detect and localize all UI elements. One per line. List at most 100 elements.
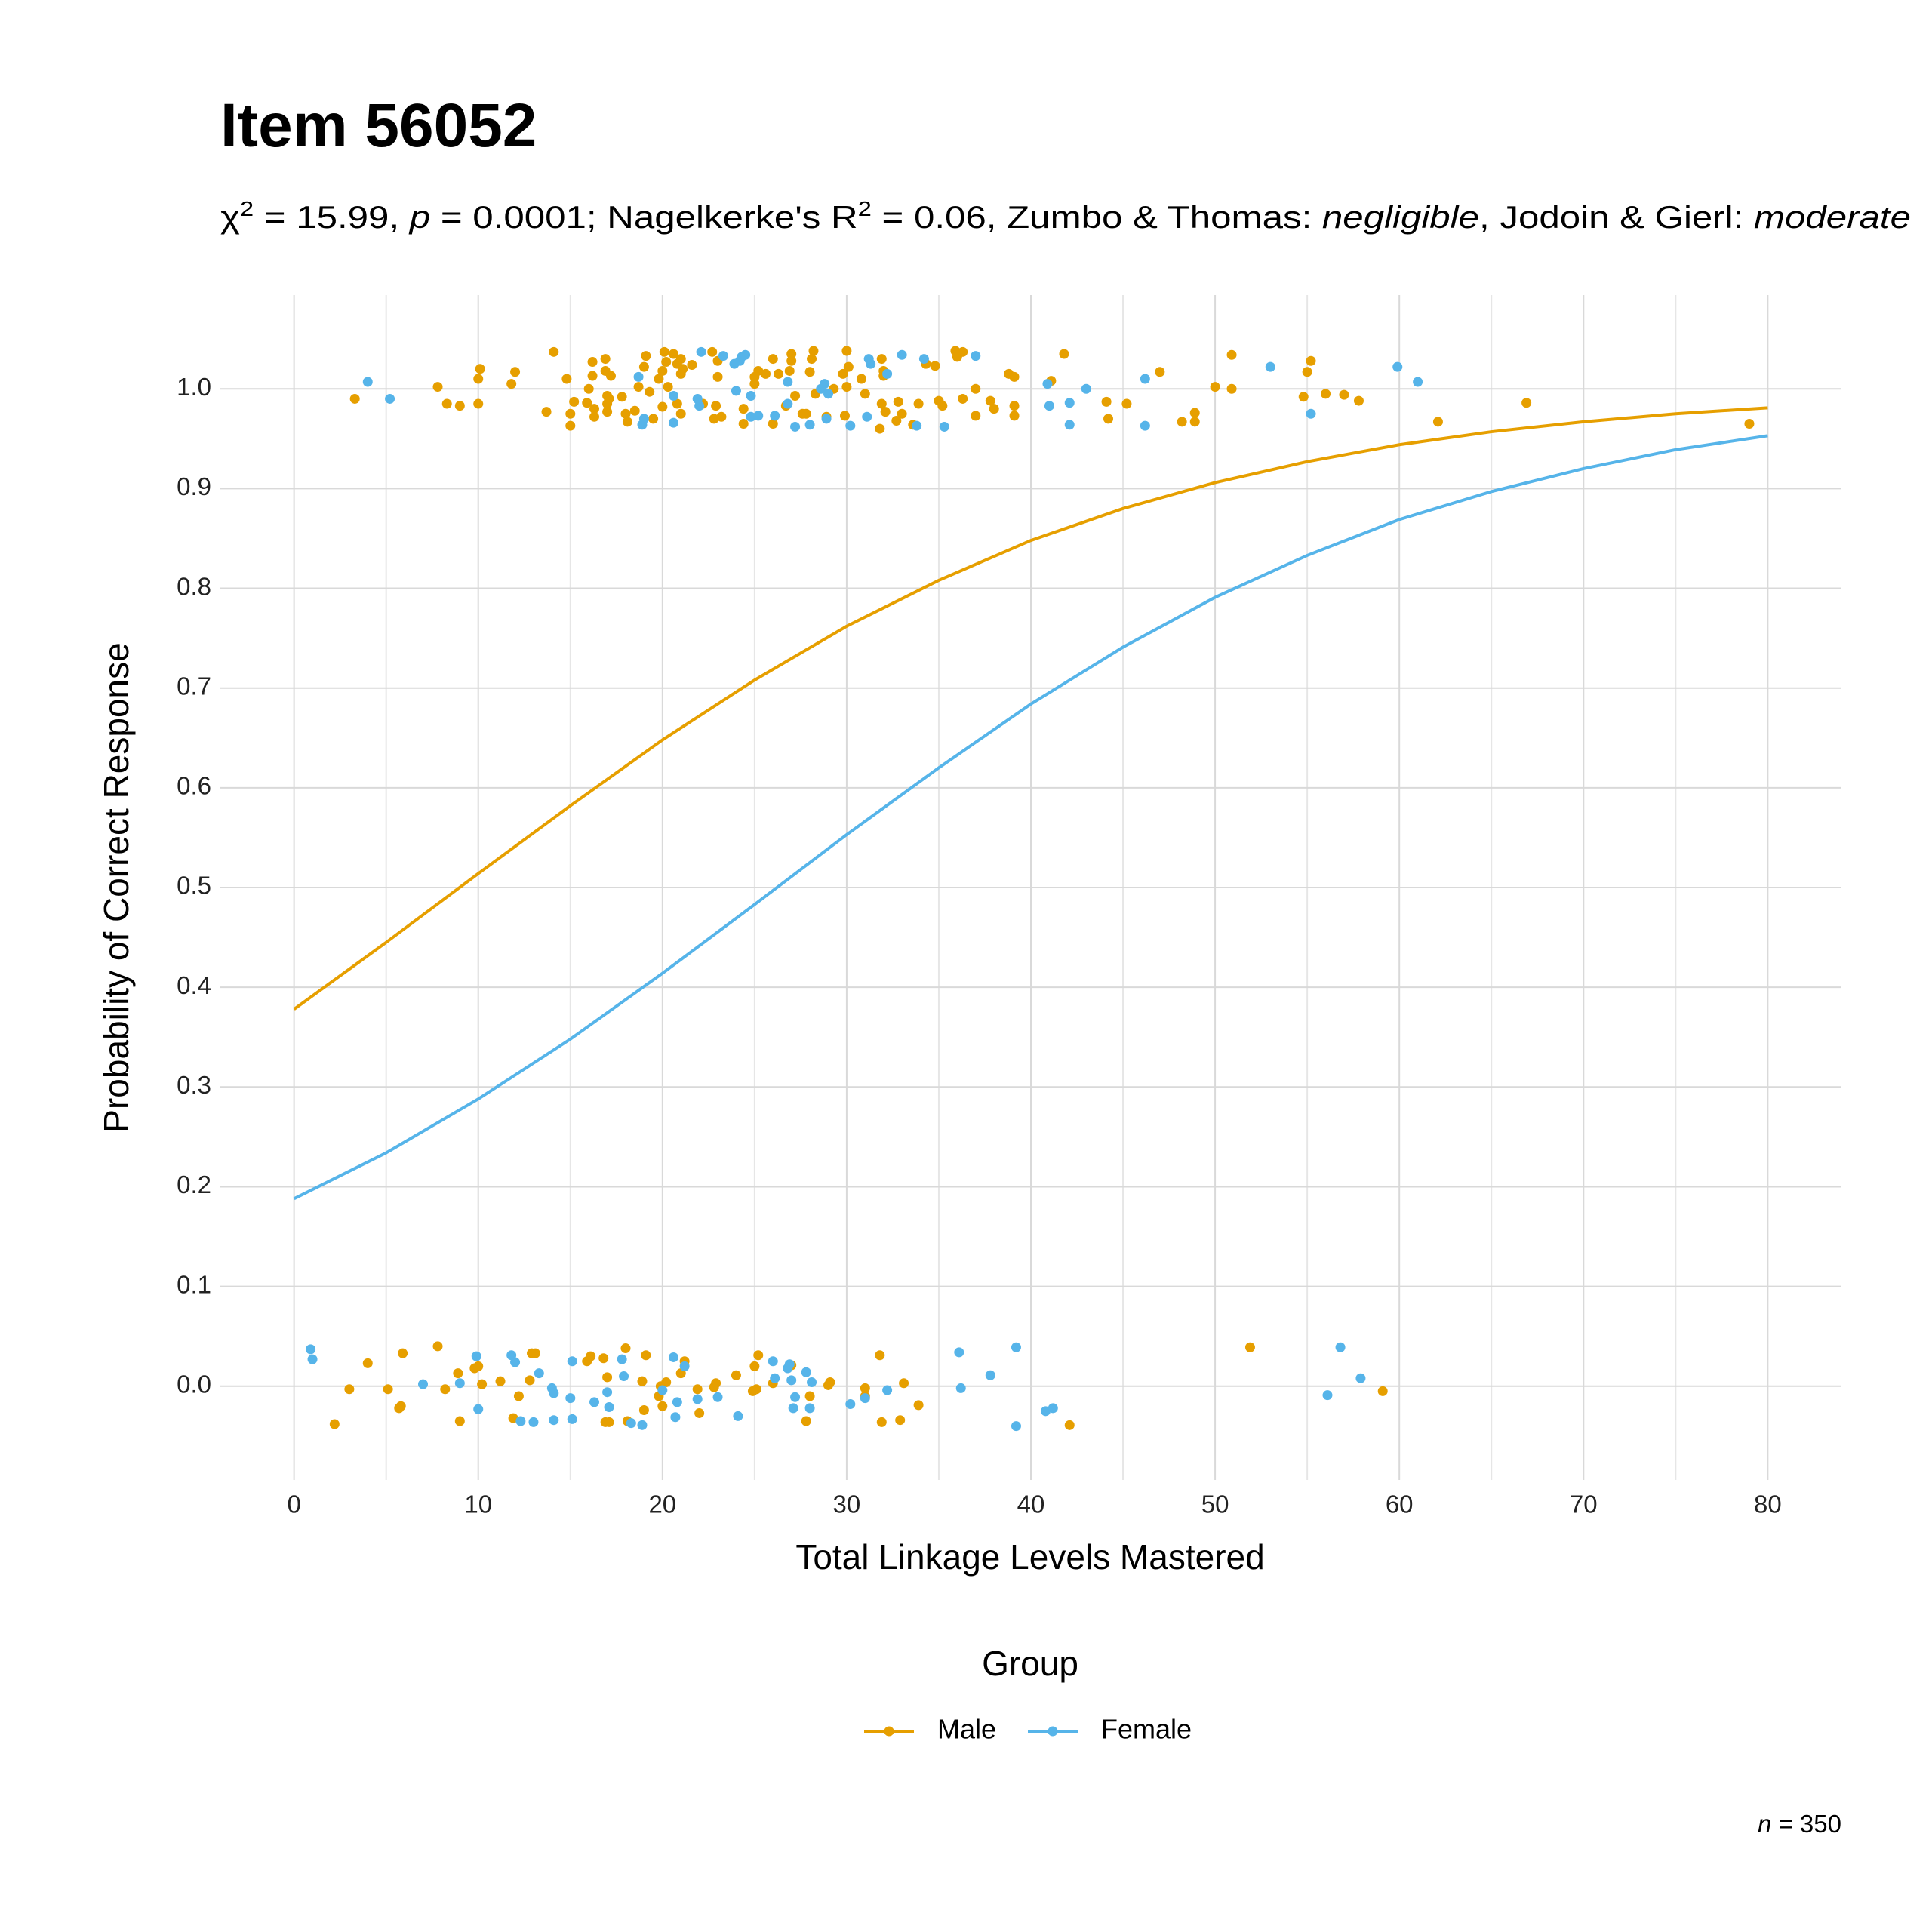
data-point xyxy=(1226,349,1237,360)
data-point xyxy=(1064,398,1075,408)
data-point xyxy=(598,1353,609,1364)
subtitle-part: , Jodoin & Gierl: xyxy=(1479,199,1754,235)
data-point xyxy=(712,371,723,382)
data-point xyxy=(638,1404,649,1415)
data-point xyxy=(790,421,801,432)
data-point xyxy=(746,411,756,422)
data-point xyxy=(473,1404,484,1414)
data-point xyxy=(583,383,594,394)
x-tick-label: 60 xyxy=(1386,1491,1414,1518)
data-point xyxy=(513,1391,524,1401)
data-point xyxy=(1048,1403,1058,1414)
y-axis-label: Probability of Correct Response xyxy=(97,642,136,1132)
data-point xyxy=(1302,367,1312,377)
caption-part: n xyxy=(1758,1810,1771,1838)
data-point xyxy=(589,404,600,414)
data-point xyxy=(955,1383,966,1393)
y-tick-label: 0.4 xyxy=(177,971,211,999)
data-point xyxy=(1322,1390,1333,1401)
data-point xyxy=(1353,395,1364,406)
legend: Male Female xyxy=(864,1714,1192,1745)
data-point xyxy=(1210,382,1220,392)
y-tick-label: 0.2 xyxy=(177,1171,211,1198)
data-point xyxy=(692,1394,703,1404)
data-point xyxy=(731,386,741,396)
data-point xyxy=(712,1392,723,1402)
data-point xyxy=(692,1384,703,1395)
data-point xyxy=(659,346,669,357)
data-point xyxy=(711,1378,721,1389)
data-point xyxy=(783,377,793,387)
y-tick-label: 0.1 xyxy=(177,1270,211,1298)
data-point xyxy=(663,382,673,392)
data-point xyxy=(454,401,465,411)
x-tick-label: 0 xyxy=(287,1491,300,1518)
y-tick-label: 0.8 xyxy=(177,572,211,600)
data-point xyxy=(506,379,517,389)
data-point xyxy=(733,1411,743,1421)
data-point xyxy=(718,351,728,361)
data-point xyxy=(473,374,484,384)
data-point xyxy=(440,1384,451,1395)
data-point xyxy=(1265,361,1275,372)
caption: n = 350 xyxy=(1758,1810,1841,1838)
data-point xyxy=(1009,371,1020,382)
data-point xyxy=(534,1368,544,1379)
data-point xyxy=(770,411,780,421)
data-point xyxy=(565,1393,576,1404)
data-point xyxy=(1101,396,1112,407)
y-tick-label: 0.3 xyxy=(177,1071,211,1099)
data-point xyxy=(383,1384,393,1395)
data-point xyxy=(893,396,903,407)
data-point xyxy=(1377,1386,1388,1396)
data-point xyxy=(1413,377,1423,387)
data-point xyxy=(939,421,949,432)
data-point xyxy=(637,1420,648,1430)
data-point xyxy=(657,365,668,376)
data-point xyxy=(362,377,373,387)
grid xyxy=(220,295,1841,1480)
data-point xyxy=(958,346,968,357)
data-point xyxy=(1306,408,1316,419)
data-point xyxy=(821,414,832,424)
data-point xyxy=(790,390,801,401)
data-point xyxy=(657,1385,668,1395)
data-point xyxy=(617,1354,627,1364)
data-point xyxy=(515,1416,526,1426)
legend-label: Male xyxy=(937,1714,996,1745)
data-point xyxy=(654,374,664,384)
y-tick-label: 0.6 xyxy=(177,772,211,800)
data-point xyxy=(768,1356,778,1367)
data-point xyxy=(1081,383,1091,394)
data-point xyxy=(807,1377,817,1387)
data-point xyxy=(549,346,559,357)
data-point xyxy=(913,398,924,409)
data-point xyxy=(637,1376,648,1386)
data-point xyxy=(362,1358,373,1368)
data-point xyxy=(385,393,395,404)
data-point xyxy=(694,1407,705,1418)
data-point xyxy=(930,361,940,371)
marks xyxy=(293,346,1768,1432)
data-point xyxy=(790,1392,801,1402)
data-point xyxy=(687,360,697,371)
x-tick-label: 70 xyxy=(1570,1491,1598,1518)
data-point xyxy=(1041,1406,1051,1417)
data-point xyxy=(495,1376,506,1386)
data-point xyxy=(454,1416,465,1426)
data-point xyxy=(473,398,484,409)
data-point xyxy=(971,411,981,421)
data-point xyxy=(694,401,705,411)
data-point xyxy=(1177,417,1187,427)
data-point xyxy=(876,1417,887,1427)
data-point xyxy=(670,1412,681,1423)
data-point xyxy=(985,395,995,406)
data-point xyxy=(679,1361,690,1371)
data-point xyxy=(895,1415,906,1426)
y-tick-label: 0.7 xyxy=(177,672,211,700)
data-point xyxy=(620,1343,631,1354)
subtitle-part: 2 xyxy=(240,197,254,220)
data-point xyxy=(398,1348,408,1358)
data-point xyxy=(432,1341,443,1352)
